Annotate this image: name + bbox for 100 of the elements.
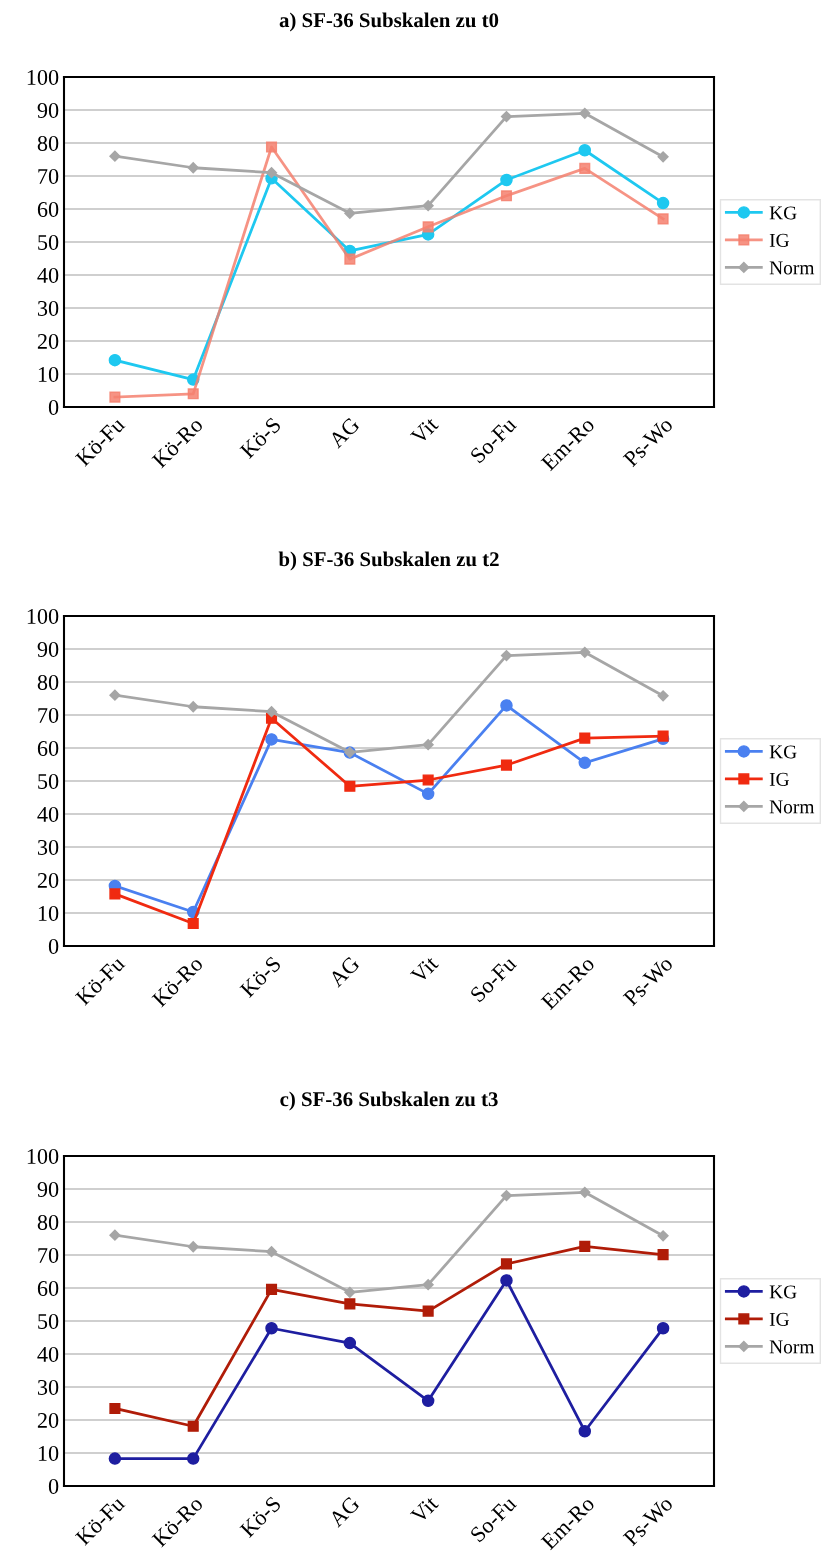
y-tick-label: 50 <box>38 1313 59 1329</box>
point <box>500 759 513 771</box>
point <box>578 144 592 157</box>
point <box>421 1394 435 1408</box>
point <box>109 150 121 162</box>
y-tick-label: 20 <box>37 872 59 888</box>
point <box>109 888 121 900</box>
chart-title: c) SF-36 Subskalen zu t3 <box>280 1091 498 1111</box>
point <box>109 1229 121 1241</box>
point <box>344 207 356 219</box>
point <box>422 1305 434 1317</box>
y-tick-label: 0 <box>48 1478 59 1494</box>
y-tick-label: 30 <box>37 839 59 855</box>
point <box>500 190 513 202</box>
point <box>579 162 591 174</box>
point <box>187 162 199 174</box>
y-tick-label: 70 <box>38 168 59 184</box>
point <box>109 689 121 701</box>
point <box>265 1246 278 1258</box>
y-tick-label: 30 <box>37 1379 59 1395</box>
y-tick-label: 50 <box>38 773 59 789</box>
point <box>344 253 356 265</box>
x-tick-label: AG <box>327 1495 361 1528</box>
point <box>265 706 278 718</box>
y-tick-label: 20 <box>37 1412 59 1428</box>
point <box>422 774 434 786</box>
point <box>579 1240 591 1252</box>
point <box>422 200 434 212</box>
legend-label: KG <box>769 1285 797 1299</box>
point <box>579 1186 591 1198</box>
legend-label: IG <box>769 1312 790 1326</box>
point <box>579 107 591 119</box>
y-tick-label: 60 <box>37 201 59 217</box>
y-tick-label: 90 <box>37 102 59 118</box>
y-tick-label: 80 <box>37 135 59 151</box>
point <box>186 1452 200 1465</box>
y-tick-label: 40 <box>37 267 59 283</box>
y-tick-label: 60 <box>37 1280 59 1296</box>
point <box>657 1249 669 1261</box>
y-tick-label: 40 <box>37 806 59 822</box>
y-tick-label: 90 <box>37 641 59 657</box>
chart-title: b) SF-36 Subskalen zu t2 <box>278 551 499 571</box>
point <box>422 221 434 233</box>
legend-label: Norm <box>769 1340 815 1354</box>
y-tick-label: 0 <box>48 938 59 954</box>
point <box>344 1298 356 1310</box>
point <box>265 733 278 746</box>
point <box>265 141 278 153</box>
point <box>657 690 669 702</box>
point <box>265 167 278 179</box>
y-tick-label: 80 <box>37 1214 59 1230</box>
y-tick-label: 20 <box>37 333 59 349</box>
legend-label: Norm <box>769 800 815 814</box>
chart-title: a) SF-36 Subskalen zu t0 <box>279 12 499 32</box>
legend-label: Norm <box>769 261 815 275</box>
point <box>500 1274 513 1287</box>
point <box>656 1322 670 1335</box>
point <box>657 213 669 225</box>
point <box>109 391 121 403</box>
point <box>265 1322 278 1335</box>
y-tick-label: 10 <box>38 1445 59 1461</box>
y-tick-label: 70 <box>38 1247 59 1263</box>
point <box>500 173 513 187</box>
x-tick-label: AG <box>327 955 361 988</box>
point <box>187 388 199 400</box>
x-tick-label: Vit <box>409 1494 440 1525</box>
y-tick-label: 80 <box>37 674 59 690</box>
point <box>108 1452 122 1465</box>
point <box>579 732 591 744</box>
y-tick-label: 100 <box>27 69 59 85</box>
point <box>657 1230 669 1242</box>
point <box>578 1424 592 1438</box>
point <box>343 1336 357 1350</box>
y-tick-label: 0 <box>48 399 59 415</box>
x-tick-label: Vit <box>409 415 440 446</box>
y-tick-label: 70 <box>38 707 59 723</box>
legend-label: KG <box>769 745 797 759</box>
y-tick-label: 10 <box>38 366 59 382</box>
y-tick-label: 10 <box>38 905 59 921</box>
point <box>344 1286 356 1298</box>
x-tick-label: AG <box>327 416 361 449</box>
point <box>187 1241 199 1253</box>
y-tick-label: 90 <box>37 1181 59 1197</box>
point <box>187 701 199 713</box>
point <box>422 739 434 751</box>
point <box>657 151 669 163</box>
legend-label: KG <box>769 206 797 220</box>
point <box>265 1283 278 1295</box>
point <box>108 353 122 367</box>
point <box>344 780 356 792</box>
y-tick-label: 50 <box>38 234 59 250</box>
point <box>422 1279 434 1291</box>
legend-label: IG <box>769 233 790 247</box>
legend-label: IG <box>769 772 790 786</box>
point <box>421 787 435 801</box>
point <box>187 918 199 930</box>
point <box>578 756 592 770</box>
y-tick-label: 30 <box>37 300 59 316</box>
x-tick-label: Vit <box>409 954 440 985</box>
point <box>500 699 513 712</box>
